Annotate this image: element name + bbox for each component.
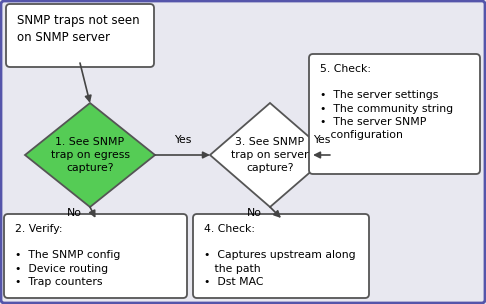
Text: Yes: Yes: [313, 135, 330, 145]
Polygon shape: [25, 103, 155, 207]
Polygon shape: [210, 103, 330, 207]
FancyBboxPatch shape: [6, 4, 154, 67]
Text: SNMP traps not seen
on SNMP server: SNMP traps not seen on SNMP server: [17, 14, 139, 44]
FancyBboxPatch shape: [193, 214, 369, 298]
Text: No: No: [247, 208, 262, 217]
Text: 5. Check:

•  The server settings
•  The community string
•  The server SNMP
   : 5. Check: • The server settings • The co…: [320, 64, 453, 140]
Text: 2. Verify:

•  The SNMP config
•  Device routing
•  Trap counters: 2. Verify: • The SNMP config • Device ro…: [15, 224, 121, 287]
Text: No: No: [67, 208, 82, 217]
Text: 3. See SNMP
trap on server
capture?: 3. See SNMP trap on server capture?: [231, 137, 309, 173]
Text: Yes: Yes: [174, 135, 191, 145]
FancyBboxPatch shape: [4, 214, 187, 298]
Text: 4. Check:

•  Captures upstream along
   the path
•  Dst MAC: 4. Check: • Captures upstream along the …: [204, 224, 356, 287]
Text: 1. See SNMP
trap on egress
capture?: 1. See SNMP trap on egress capture?: [51, 137, 129, 173]
FancyBboxPatch shape: [309, 54, 480, 174]
